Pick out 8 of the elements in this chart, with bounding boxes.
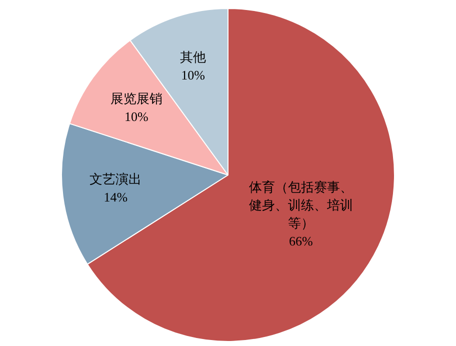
data-label: 10% xyxy=(181,68,206,83)
data-label: 66% xyxy=(289,234,314,249)
slice-label: 展览展销 xyxy=(110,90,162,106)
slice-label: 其他 xyxy=(180,50,206,65)
data-label: 14% xyxy=(104,190,128,205)
data-label: 10% xyxy=(124,108,148,124)
slice-label: 体育（包括赛事、健身、训练、培训等） xyxy=(248,180,353,231)
slice-label: 文艺演出 xyxy=(90,172,142,187)
